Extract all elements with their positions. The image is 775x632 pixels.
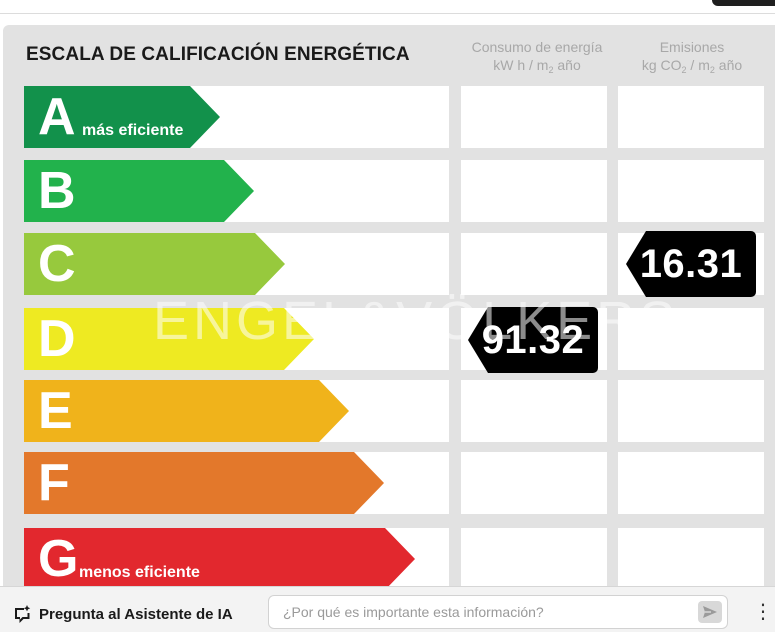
rating-bar-f: F	[24, 452, 384, 514]
more-options-button[interactable]: ⋮	[753, 601, 774, 623]
consumption-value-badge: 91.32	[468, 307, 598, 373]
rating-bar-b: B	[24, 160, 254, 222]
rating-letter: G	[38, 530, 79, 588]
emissions-value-badge: 16.31	[626, 231, 756, 297]
emissions-header-line2: kg CO2 / m2 año	[618, 56, 766, 75]
rating-letter: F	[38, 454, 70, 512]
emissions-cell	[618, 160, 764, 222]
ai-assistant-bar: Pregunta al Asistente de IA ⋮	[0, 586, 775, 632]
consumption-header-line2: kW h / m2 año	[461, 56, 613, 75]
rating-letter: A	[38, 88, 76, 146]
ai-chat-icon	[15, 605, 31, 623]
consumption-cell	[461, 86, 607, 148]
rating-bar-d: D	[24, 308, 314, 370]
consumption-cell	[461, 452, 607, 514]
emissions-unit-b: / m	[686, 57, 710, 73]
ai-question-input[interactable]	[268, 595, 728, 629]
rating-label: menos eficiente	[79, 564, 200, 581]
emissions-cell	[618, 452, 764, 514]
consumption-cell	[461, 528, 607, 590]
emissions-unit-sub2: 2	[709, 65, 715, 75]
top-dark-tab	[712, 0, 775, 6]
consumption-cell	[461, 160, 607, 222]
rating-letter: E	[38, 382, 73, 440]
rating-letter: C	[38, 235, 76, 293]
send-button[interactable]	[698, 601, 722, 623]
consumption-unit-a: kW h / m	[493, 57, 549, 73]
emissions-cell	[618, 308, 764, 370]
consumption-column-header: Consumo de energía kW h / m2 año	[461, 38, 613, 75]
rating-letter: B	[38, 162, 76, 220]
rating-letter: D	[38, 310, 76, 368]
send-icon	[703, 606, 717, 618]
consumption-unit-sub: 2	[548, 65, 554, 75]
emissions-cell	[618, 380, 764, 442]
rating-label: más eficiente	[82, 122, 184, 139]
emissions-cell	[618, 86, 764, 148]
consumption-header-line1: Consumo de energía	[471, 39, 603, 55]
ai-assistant-label: Pregunta al Asistente de IA	[39, 606, 233, 623]
consumption-unit-b: año	[553, 57, 581, 73]
consumption-cell	[461, 380, 607, 442]
emissions-header-line1: Emisiones	[659, 39, 725, 55]
rating-bar-c: C	[24, 233, 285, 295]
emissions-unit-c: año	[714, 57, 743, 73]
consumption-cell	[461, 233, 607, 295]
emissions-unit-sub1: 2	[681, 65, 687, 75]
emissions-column-header: Emisiones kg CO2 / m2 año	[618, 38, 766, 75]
emissions-unit-a: kg CO	[641, 57, 682, 73]
top-divider	[0, 13, 775, 14]
rating-bar-e: E	[24, 380, 349, 442]
page-title: ESCALA DE CALIFICACIÓN ENERGÉTICA	[26, 44, 410, 65]
emissions-cell	[618, 528, 764, 590]
